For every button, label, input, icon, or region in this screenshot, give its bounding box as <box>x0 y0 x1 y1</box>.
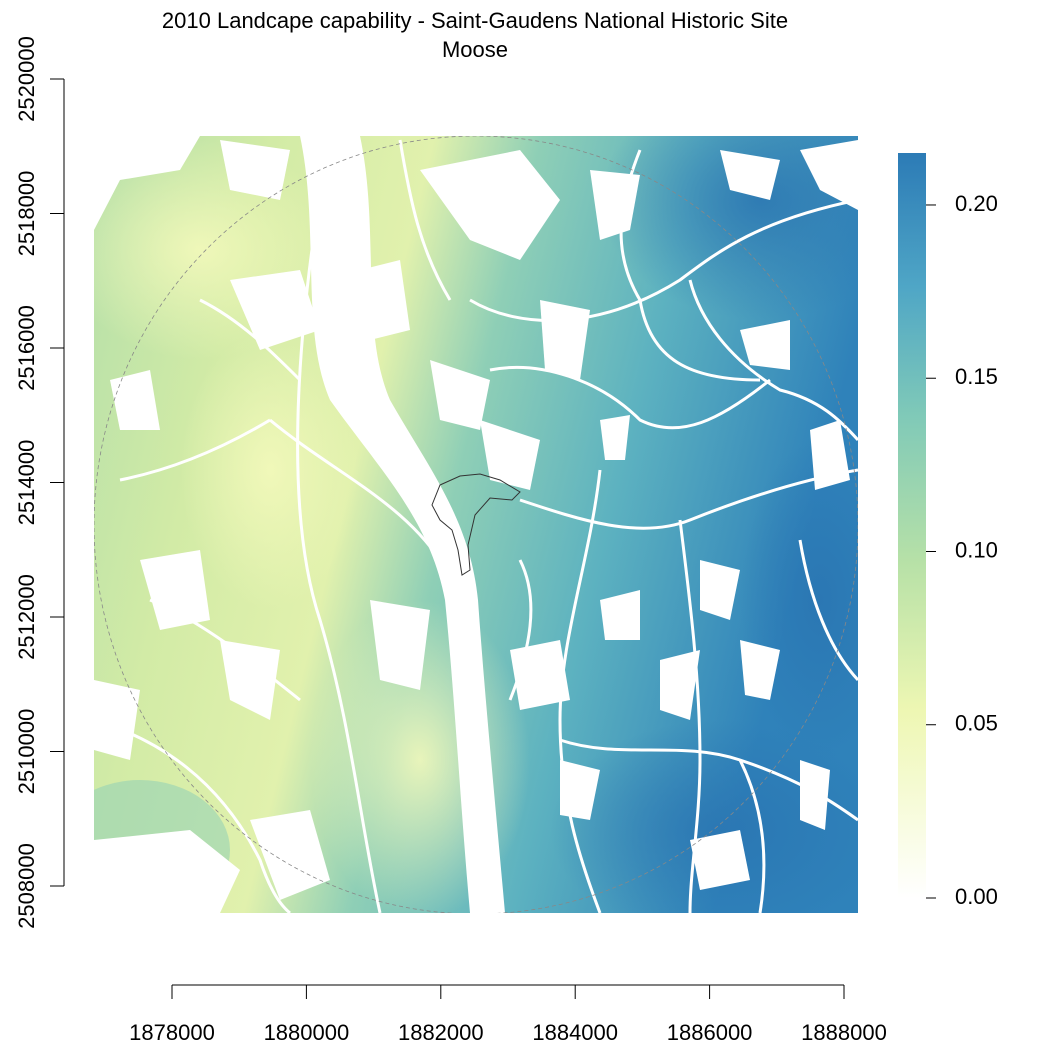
non-habitat-patches <box>94 136 858 913</box>
legend-tick-label: 0.15 <box>955 364 998 389</box>
x-tick-label: 1884000 <box>532 1020 618 1045</box>
title-block: 2010 Landcape capability - Saint-Gaudens… <box>0 6 950 64</box>
x-tick-label: 1880000 <box>264 1020 350 1045</box>
river-corridor <box>300 136 505 913</box>
y-tick-label: 2508000 <box>14 843 39 929</box>
y-axis: 2508000 2510000 2512000 2514000 2516000 25180… <box>14 36 65 929</box>
y-tick-label: 2512000 <box>14 574 39 660</box>
y-tick-label: 2510000 <box>14 709 39 795</box>
y-tick-label: 2516000 <box>14 305 39 391</box>
legend-tick-label: 0.10 <box>955 537 998 562</box>
x-tick-label: 1888000 <box>801 1020 887 1045</box>
legend-tick-label: 0.20 <box>955 191 998 216</box>
x-tick-label: 1886000 <box>667 1020 753 1045</box>
x-axis: 1878000 1880000 1882000 1884000 1886000 18880… <box>129 984 887 1045</box>
y-tick-label: 2518000 <box>14 171 39 257</box>
site-boundary <box>431 473 521 576</box>
map-title: 2010 Landcape capability - Saint-Gaudens… <box>161 8 789 33</box>
legend: 0.00 0.05 0.10 0.15 0.20 <box>898 153 998 909</box>
y-tick-label: 2520000 <box>14 36 39 122</box>
x-tick-label: 1878000 <box>129 1020 215 1045</box>
map-subtitle: Moose <box>441 37 509 62</box>
legend-tick-label: 0.05 <box>955 711 998 736</box>
x-tick-label: 1882000 <box>398 1020 484 1045</box>
road-network <box>94 136 858 913</box>
legend-colorbar <box>898 153 926 898</box>
legend-tick-label: 0.00 <box>955 884 998 909</box>
capability-raster <box>94 136 858 913</box>
y-tick-label: 2514000 <box>14 440 39 526</box>
